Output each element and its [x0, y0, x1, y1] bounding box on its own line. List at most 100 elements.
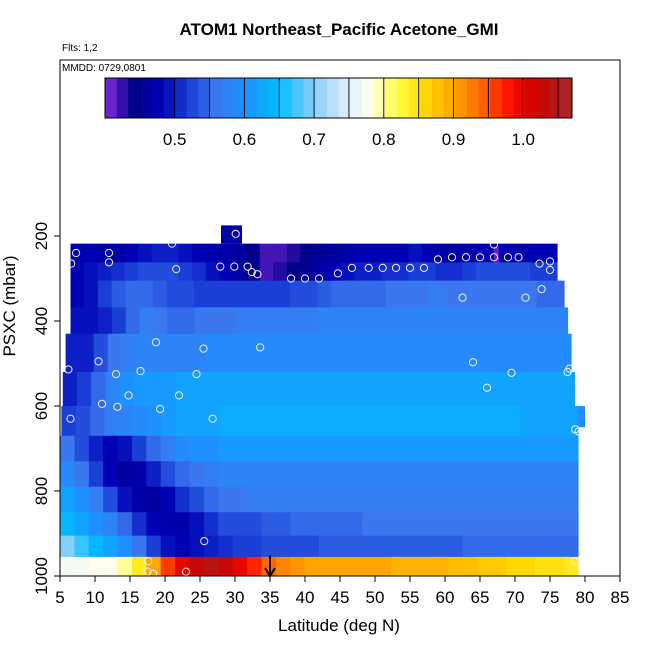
- heatmap-cell: [88, 535, 104, 558]
- heatmap-cell: [419, 435, 435, 462]
- heatmap-cell: [313, 243, 328, 263]
- heatmap-cell: [247, 556, 263, 576]
- heatmap-cell: [175, 512, 191, 537]
- colorbar-segment: [186, 78, 199, 118]
- colorbar-segment: [175, 78, 188, 118]
- heatmap-cell: [103, 486, 119, 513]
- heatmap-cell: [133, 406, 149, 437]
- observation-point: [97, 568, 107, 576]
- heatmap-cell: [60, 435, 75, 462]
- observation-point: [378, 263, 387, 272]
- heatmap-cell: [125, 307, 141, 335]
- heatmap-cell: [549, 435, 565, 462]
- heatmap-cell: [189, 461, 205, 488]
- observation-point: [136, 367, 145, 376]
- heatmap-cell: [175, 556, 191, 576]
- heatmap-cell: [117, 535, 133, 558]
- location-arrow: [264, 555, 276, 578]
- heatmap-cell: [70, 307, 85, 335]
- heatmap-cell: [462, 556, 478, 576]
- observation-point: [192, 370, 201, 379]
- colorbar-segment: [420, 78, 433, 118]
- colorbar-segment: [350, 78, 363, 118]
- heatmap-cell: [304, 535, 320, 558]
- colorbar-tick-label: 0.5: [163, 130, 187, 149]
- observation-point: [124, 391, 133, 400]
- heatmap-cell: [91, 372, 107, 407]
- heatmap-cell: [131, 486, 147, 513]
- observation-point: [216, 262, 225, 271]
- heatmap-cell: [362, 556, 378, 576]
- heatmap-cell: [330, 280, 346, 308]
- heatmap-cell: [553, 307, 569, 335]
- heatmap-cell: [549, 535, 565, 558]
- heatmap-cell: [304, 372, 320, 407]
- heatmap-cell: [74, 486, 90, 513]
- heatmap-cell: [516, 262, 531, 282]
- heatmap-cell: [221, 280, 236, 308]
- heatmap-cell: [419, 461, 435, 488]
- heatmap-cell: [416, 333, 432, 373]
- observation-point: [253, 270, 262, 279]
- colorbar-segment: [455, 78, 468, 118]
- heatmap-cell: [104, 406, 120, 437]
- observation-point: [475, 253, 485, 262]
- heatmap-cell: [512, 307, 527, 335]
- heatmap-cell: [60, 486, 75, 513]
- arrow-head: [264, 567, 276, 578]
- heatmap-cell: [151, 243, 166, 263]
- heatmap-cell: [520, 461, 536, 488]
- heatmap-cell: [332, 333, 347, 373]
- heatmap-cell: [529, 243, 545, 263]
- heatmap-cell: [419, 535, 435, 558]
- heatmap-cell: [232, 486, 248, 513]
- colorbar-tick-label: 0.7: [302, 130, 326, 149]
- heatmap-cell: [460, 372, 476, 407]
- heatmap-cell: [70, 243, 85, 263]
- heatmap-cell: [421, 262, 436, 282]
- heatmap-cell: [333, 435, 349, 462]
- heatmap-cell: [362, 406, 378, 437]
- heatmap-cell: [262, 406, 278, 437]
- heatmap-cell: [131, 535, 147, 558]
- heatmap-cell: [477, 435, 493, 462]
- heatmap-cell: [88, 461, 104, 488]
- heatmap-cell: [261, 372, 277, 407]
- heatmap-cell: [531, 372, 547, 407]
- heatmap-cell: [390, 512, 406, 537]
- x-tick-label: 40: [296, 588, 315, 607]
- heatmap-cell: [167, 307, 182, 335]
- heatmap-cell: [388, 307, 403, 335]
- heatmap-cell: [103, 435, 119, 462]
- heatmap-cell: [477, 406, 493, 437]
- heatmap-cell: [506, 406, 522, 437]
- heatmap-cell: [232, 461, 248, 488]
- heatmap-cell: [346, 333, 362, 373]
- x-tick-label: 5: [55, 588, 64, 607]
- heatmap-cell: [432, 372, 448, 407]
- x-tick-label: 15: [121, 588, 140, 607]
- heatmap-cell: [277, 307, 292, 335]
- heatmap-cell: [236, 307, 251, 335]
- heatmap-cell: [259, 243, 274, 263]
- heatmap-cell: [506, 435, 522, 462]
- heatmap-cell: [203, 512, 219, 537]
- heatmap-cell: [550, 280, 565, 308]
- heatmap-cell: [289, 280, 305, 308]
- heatmap-cell: [203, 486, 219, 513]
- heatmap-cell: [372, 280, 387, 308]
- heatmap-cell: [546, 372, 561, 407]
- heatmap-cell: [248, 280, 264, 308]
- x-tick-label: 85: [611, 588, 630, 607]
- heatmap-cell: [390, 435, 406, 462]
- colorbar-segment: [548, 78, 561, 118]
- heatmap-cell: [139, 307, 154, 335]
- heatmap-cell: [261, 435, 277, 462]
- heatmap-cell: [376, 486, 392, 513]
- observation-point: [574, 427, 583, 436]
- colorbar-segment: [303, 78, 316, 118]
- heatmap-cell: [234, 333, 249, 373]
- heatmap-cell: [232, 243, 247, 263]
- heatmap-cell: [448, 243, 463, 263]
- observation-point: [391, 263, 401, 272]
